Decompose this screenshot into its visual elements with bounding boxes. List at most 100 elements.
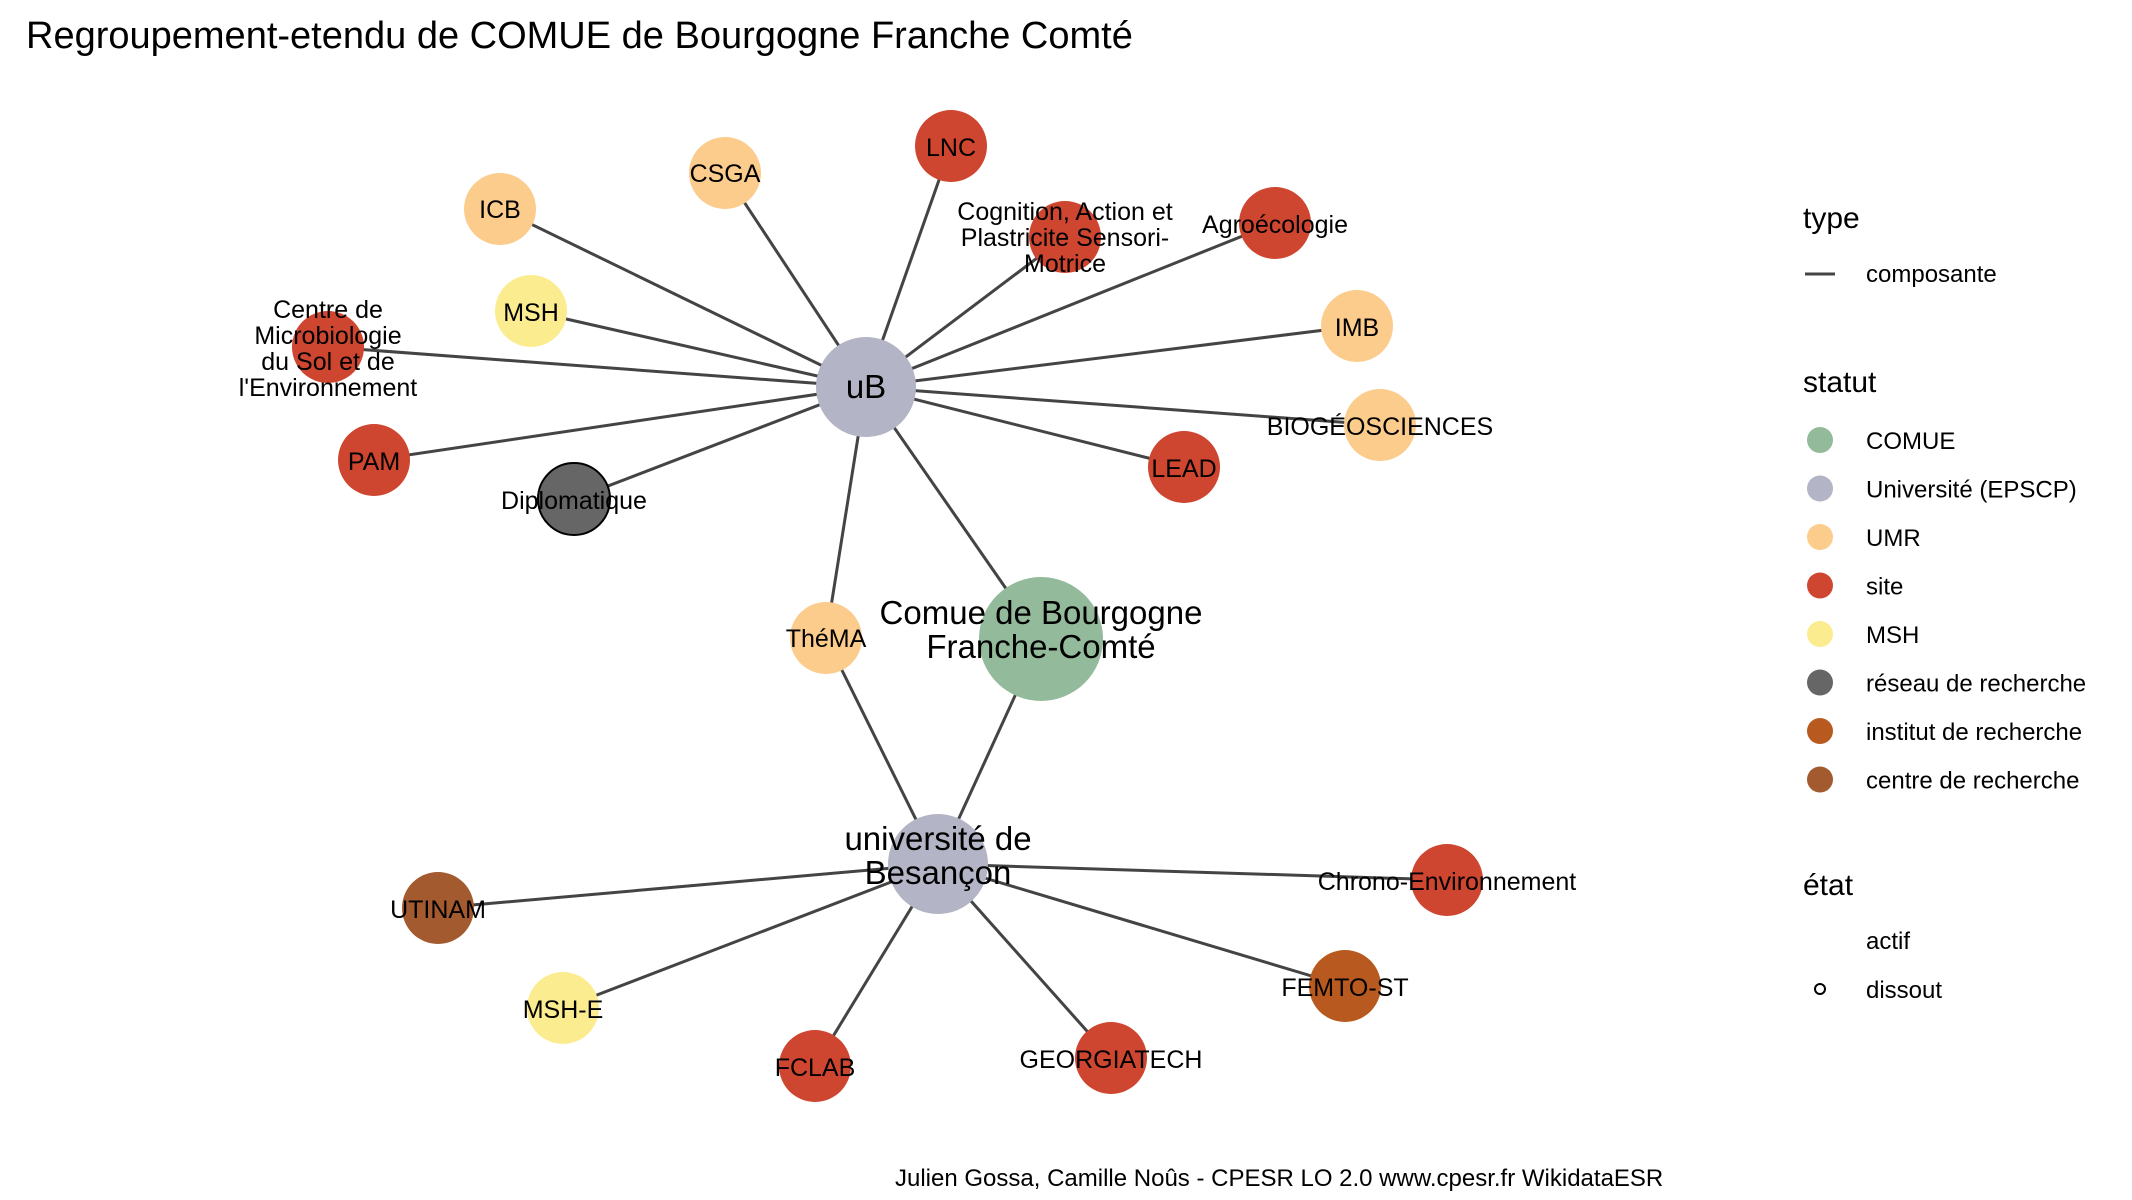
label-cognition-line-0: Cognition, Action et <box>957 198 1172 226</box>
label-ubesancon-line-0: université de <box>844 820 1031 857</box>
legend-statut-label-3: site <box>1866 574 1903 601</box>
legend-statut-label-4: MSH <box>1866 622 1919 649</box>
label-mshe: MSH-E <box>523 996 604 1024</box>
label-pam-line-0: PAM <box>348 448 400 476</box>
label-imb: IMB <box>1335 314 1379 342</box>
label-agroecologie: Agroécologie <box>1202 211 1348 239</box>
label-lead: LEAD <box>1151 455 1216 483</box>
label-biogeo: BIOGÉOSCIENCES <box>1267 412 1493 441</box>
node-utinam <box>402 872 474 944</box>
label-chrono-line-0: Chrono-Environnement <box>1318 868 1577 896</box>
legend-type-item: composante <box>1866 261 1997 288</box>
label-imb-line-0: IMB <box>1335 314 1379 342</box>
legend-statut-title: statut <box>1803 366 1877 399</box>
legend-swatch-1 <box>1807 475 1833 502</box>
label-microbio-line-3: l'Environnement <box>239 374 418 402</box>
edge-ub-imb <box>865 324 1358 389</box>
node-microbio <box>292 311 364 383</box>
label-icb-line-0: ICB <box>479 196 521 224</box>
label-diplomatique: Diplomatique <box>501 487 647 515</box>
label-biogeo-line-0: BIOGÉOSCIENCES <box>1267 412 1493 441</box>
label-femto: FEMTO-ST <box>1281 974 1408 1002</box>
label-ubesancon: université de Besançon <box>844 820 1031 891</box>
label-microbio-line-1: Microbiologie <box>254 322 401 350</box>
node-fclab <box>779 1030 851 1102</box>
edge-ubesancon-chrono <box>937 862 1448 882</box>
label-comue-line-0: Comue de Bourgogne <box>880 594 1203 631</box>
legend-type-title: type <box>1803 202 1860 235</box>
label-agroecologie-line-0: Agroécologie <box>1202 211 1348 239</box>
node-chrono <box>1411 844 1483 916</box>
label-msh-line-0: MSH <box>503 299 559 327</box>
label-comue: Comue de Bourgogne Franche-Comté <box>880 594 1203 665</box>
node-femto <box>1309 950 1381 1022</box>
label-msh: MSH <box>503 299 559 327</box>
node-diplomatique <box>537 462 611 536</box>
node-msh <box>495 275 567 347</box>
node-agroecologie <box>1239 187 1311 259</box>
legend-swatch-3 <box>1807 572 1833 599</box>
edge-ubesancon-femto <box>937 862 1346 988</box>
legend-etat-actif: actif <box>1866 928 1910 955</box>
nodes-layer <box>292 110 1483 1102</box>
label-ub-line-0: uB <box>846 368 886 405</box>
node-biogeo <box>1344 389 1416 461</box>
label-thema-line-0: ThéMA <box>786 625 867 653</box>
label-diplomatique-line-0: Diplomatique <box>501 487 647 515</box>
label-ub: uB <box>846 368 886 405</box>
label-fclab: FCLAB <box>775 1054 856 1082</box>
label-microbio-line-2: du Sol et de <box>261 348 394 376</box>
caption: Julien Gossa, Camille Noûs - CPESR LO 2.… <box>895 1165 1663 1192</box>
label-cognition: Cognition, Action et Plastricite Sensori-… <box>957 198 1172 278</box>
labels-layer: Comue de Bourgogne Franche-Comté uB univers… <box>239 134 1577 1082</box>
label-lead-line-0: LEAD <box>1151 455 1216 483</box>
label-georgiatech-line-0: GEORGIATECH <box>1020 1046 1203 1074</box>
node-cognition <box>1029 201 1101 273</box>
node-imb <box>1321 290 1393 362</box>
label-fclab-line-0: FCLAB <box>775 1054 856 1082</box>
legend-etat-title: état <box>1803 869 1854 902</box>
edge-ub-agroecologie <box>865 221 1276 389</box>
node-ub <box>816 337 916 437</box>
edge-ub-biogeo <box>865 385 1381 427</box>
node-csga <box>689 137 761 209</box>
label-microbio: Centre de Microbiologie du Sol et de l'Envi… <box>239 296 418 402</box>
legend-statut-label-5: réseau de recherche <box>1866 671 2086 698</box>
edge-ubesancon-utinam <box>437 862 939 910</box>
legend-swatch-4 <box>1807 621 1833 647</box>
label-icb: ICB <box>479 196 521 224</box>
edge-ubesancon-mshe <box>562 862 939 1010</box>
node-comue <box>979 577 1103 701</box>
legend-swatch-5 <box>1807 669 1833 696</box>
node-lnc <box>915 110 987 182</box>
legend-statut-label-0: COMUE <box>1866 428 1955 455</box>
legend: type composante statut COMUE Université (… <box>1803 202 2086 1004</box>
chart-title: Regroupement-etendu de COMUE de Bourgogn… <box>26 15 1133 57</box>
edge-ub-diplomatique <box>573 385 867 501</box>
legend-swatch-2 <box>1807 524 1833 550</box>
node-lead <box>1148 431 1220 503</box>
legend-swatch-6 <box>1807 718 1833 744</box>
edge-ub-lead <box>865 385 1185 469</box>
node-georgiatech <box>1075 1022 1147 1094</box>
label-utinam: UTINAM <box>390 896 486 924</box>
label-mshe-line-0: MSH-E <box>523 996 604 1024</box>
node-pam <box>338 424 410 496</box>
node-ubesancon <box>888 814 988 914</box>
label-thema: ThéMA <box>786 625 867 653</box>
legend-statut-label-7: centre de recherche <box>1866 768 2079 795</box>
label-lnc: LNC <box>926 134 976 162</box>
legend-statut-label-2: UMR <box>1866 525 1921 552</box>
node-icb <box>464 173 536 245</box>
label-comue-line-1: Franche-Comté <box>926 628 1155 665</box>
legend-statut-label-6: institut de recherche <box>1866 719 2082 746</box>
edge-ub-msh <box>530 309 867 389</box>
label-cognition-line-2: Motrice <box>1024 250 1106 278</box>
label-femto-line-0: FEMTO-ST <box>1281 974 1408 1002</box>
label-utinam-line-0: UTINAM <box>390 896 486 924</box>
node-thema <box>790 602 862 674</box>
legend-statut-label-1: Université (EPSCP) <box>1866 477 2077 504</box>
node-mshe <box>527 972 599 1044</box>
legend-statut-items: COMUE Université (EPSCP) UMR site MSH réseau … <box>1807 427 2086 795</box>
